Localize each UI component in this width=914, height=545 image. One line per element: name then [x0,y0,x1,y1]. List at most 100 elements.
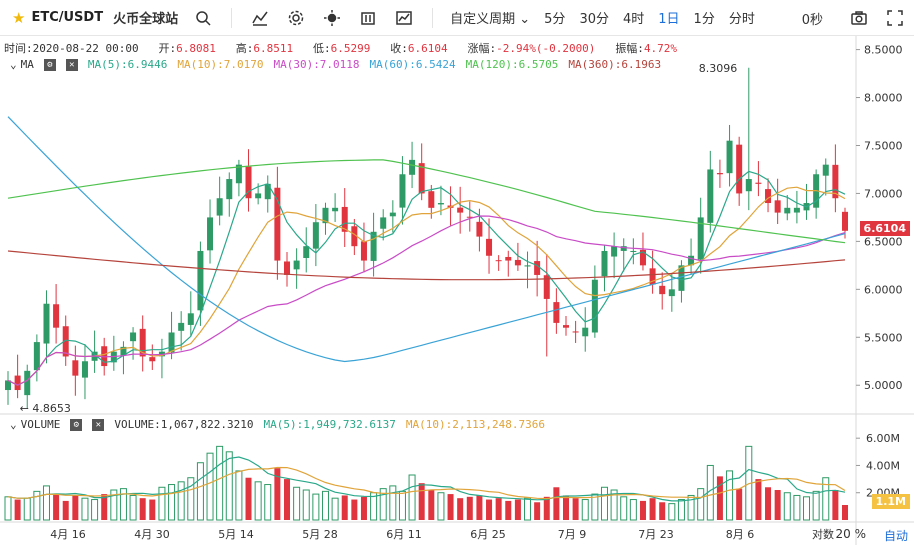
candle-body [130,332,137,342]
period-timeline[interactable]: 分时 [728,12,755,27]
fullscreen-icon[interactable] [884,7,906,29]
volume-bar [196,462,204,521]
divider [432,7,434,28]
volume-bar [225,451,233,521]
period-5min[interactable]: 5分 [544,12,566,27]
period-1min[interactable]: 1分 [693,12,715,27]
volume-ma10: MA(10):2,113,248.7366 [405,418,545,431]
ma60-value: MA(60):6.5424 [369,58,456,71]
candle-body [120,346,127,356]
volume-bar [668,503,676,521]
period-4h[interactable]: 4时 [622,12,645,27]
candle-body [255,193,262,199]
price-tick-label: 7.0000 [864,187,903,200]
volume-bar [457,498,464,520]
close-label: 收: [390,42,408,55]
high-label: 高: [235,42,254,55]
candle-body [784,207,791,214]
close-value: 6.6104 [407,42,448,55]
symbol-title[interactable]: ETC/USDT [31,10,104,25]
volume-bar [563,495,569,520]
volume-bar [466,496,473,520]
ma30-line [7,215,846,386]
volume-bar [736,488,743,520]
candle-body [264,183,271,200]
ma120-line [7,159,846,244]
candle-body [226,179,233,200]
percent-toggle[interactable]: 20 % [835,527,867,541]
volume-bar [428,490,435,520]
volume-bar [600,486,608,521]
time-axis-label: 7月 9 [558,528,587,541]
star-icon[interactable]: ★ [12,8,26,27]
volume-close-icon[interactable]: ✕ [92,418,105,431]
chevron-down-icon: ⌄ [519,12,531,27]
candle-style-icon[interactable] [357,7,379,29]
camera-icon[interactable] [848,7,870,29]
volume-bar [774,490,781,520]
candle-body [62,326,69,357]
collapse-icon[interactable]: ⌄ [10,418,17,431]
volume-bar [158,486,166,521]
auto-scale-toggle[interactable]: 自动 [883,529,908,543]
exchange-name: 火币全球站 [113,12,179,27]
volume-settings-icon[interactable]: ⚙ [70,418,83,431]
volume-bar [4,496,12,521]
volume-bar [360,496,367,520]
volume-bar [659,502,666,520]
volume-ma5-line [7,456,846,502]
custom-period-label: 自定义周期 [450,12,516,27]
custom-period-dropdown[interactable]: 自定义周期 ⌄ [450,8,530,27]
volume-bar [486,499,493,520]
volume-bar [842,505,848,520]
volume-bar [245,477,252,520]
ma10-value: MA(10):7.0170 [177,58,264,71]
volume-bar [755,479,762,520]
volume-bar [610,489,618,521]
volume-bar [793,494,801,521]
volume-bar [101,494,108,520]
search-icon[interactable] [192,7,214,29]
low-label: 低: [312,42,331,55]
volume-bar [72,495,79,520]
volume-bar [42,485,50,521]
candle-body [43,303,50,344]
candle-body [842,211,848,231]
indicator-icon[interactable] [249,7,271,29]
candle-body [697,217,704,260]
ma-close-icon[interactable]: ✕ [65,58,78,71]
collapse-icon[interactable]: ⌄ [10,58,17,71]
candle-body [534,261,541,275]
volume-bar [476,495,483,520]
time-axis-label: 6月 11 [386,528,422,541]
candle-body [33,342,40,371]
volume-bar [803,496,811,521]
gear-icon[interactable] [285,7,307,29]
volume-bar [398,490,406,521]
time-axis-label: 5月 14 [218,528,254,541]
period-1d[interactable]: 1日 [658,12,680,27]
candle-body [726,140,733,174]
volume-bar [639,500,646,520]
volume-bar [91,499,99,521]
volume-bar [254,481,262,521]
candle-body [197,250,204,311]
chart-type-icon[interactable] [393,7,415,29]
open-label: 开: [158,42,177,55]
candle-body [514,259,521,266]
high-value: 6.8511 [253,42,294,55]
theme-icon[interactable] [321,7,343,29]
price-tick-label: 8.5000 [864,44,903,57]
candle-body [745,179,752,192]
last-price-tag: 6.6104 [859,221,910,236]
volume-bar [139,498,146,520]
candle-body [332,207,339,212]
candle-body [351,226,358,247]
ma-settings-icon[interactable]: ⚙ [43,58,56,71]
candle-body [274,187,281,261]
time-value: 2020-08-22 00:00 [32,42,139,55]
ma-label: MA [20,58,34,71]
candle-body [822,164,829,176]
period-30min[interactable]: 30分 [579,12,609,27]
